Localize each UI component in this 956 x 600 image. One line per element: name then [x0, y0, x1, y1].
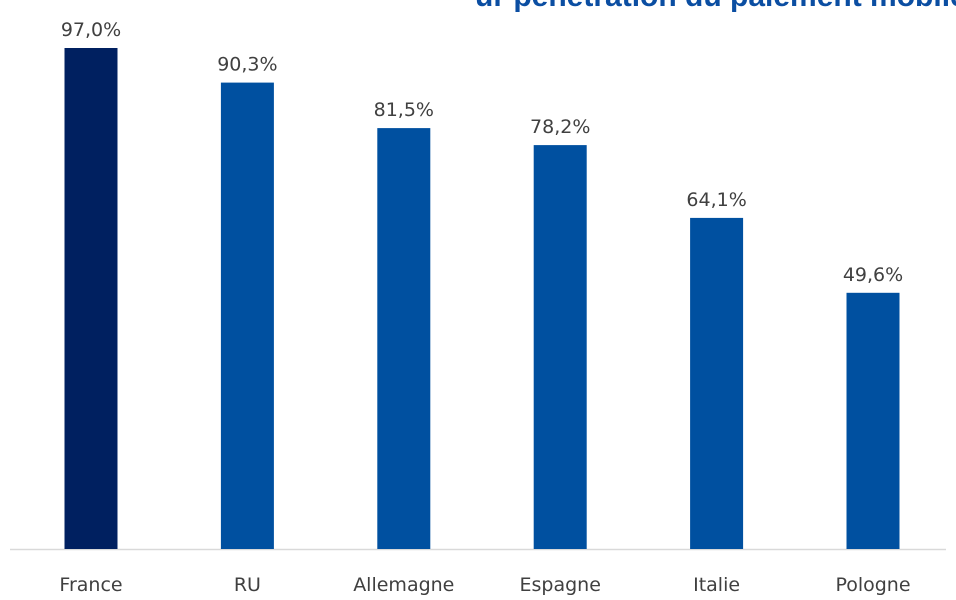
data-label: 90,3% — [217, 54, 277, 76]
data-label: 97,0% — [61, 19, 121, 41]
data-label: 78,2% — [530, 116, 590, 138]
data-label: 81,5% — [374, 99, 434, 121]
bar-ru — [220, 82, 274, 549]
x-tick-label: Italie — [693, 574, 740, 596]
data-label: 64,1% — [686, 189, 746, 211]
chart-title-fragment: ur pénétration du paiement mobile dans l… — [475, 0, 956, 14]
x-tick-label: Espagne — [519, 574, 600, 596]
bar-france — [64, 48, 118, 549]
x-tick-label: Pologne — [835, 574, 910, 596]
bar-pologne — [846, 292, 900, 549]
data-label: 49,6% — [843, 264, 903, 286]
bar-allemagne — [377, 128, 431, 549]
bar-espagne — [533, 145, 587, 549]
x-tick-label: France — [59, 574, 122, 596]
x-tick-label: Allemagne — [353, 574, 454, 596]
x-tick-label: RU — [234, 574, 261, 596]
bar-italie — [690, 217, 744, 549]
